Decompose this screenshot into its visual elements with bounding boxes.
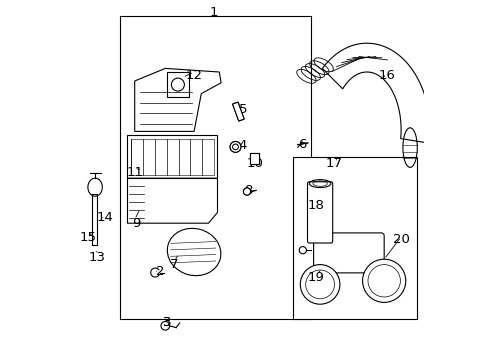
Bar	[120, 16, 310, 319]
Circle shape	[243, 188, 250, 195]
Text: 14: 14	[96, 211, 113, 224]
Bar	[292, 157, 416, 319]
Bar	[167, 72, 188, 97]
Text: 12: 12	[185, 69, 202, 82]
Text: 4: 4	[238, 139, 246, 152]
Text: 3: 3	[163, 316, 171, 329]
Bar	[232, 102, 244, 121]
Text: 6: 6	[297, 138, 305, 150]
Circle shape	[230, 141, 241, 152]
Text: 15: 15	[79, 231, 96, 244]
Text: 5: 5	[238, 103, 246, 116]
FancyBboxPatch shape	[307, 182, 332, 243]
Text: 10: 10	[246, 157, 263, 170]
Bar	[232, 102, 244, 121]
Text: 2: 2	[155, 265, 164, 278]
Text: 17: 17	[325, 157, 342, 170]
Bar	[127, 135, 217, 178]
Circle shape	[300, 265, 339, 304]
Text: 13: 13	[88, 251, 105, 264]
Bar	[249, 153, 258, 164]
Text: 19: 19	[307, 271, 324, 284]
Text: 20: 20	[392, 233, 409, 246]
FancyBboxPatch shape	[313, 233, 384, 273]
Circle shape	[243, 188, 250, 195]
Circle shape	[230, 141, 241, 152]
Circle shape	[362, 259, 405, 302]
Text: 11: 11	[126, 166, 143, 179]
Circle shape	[299, 247, 306, 254]
Bar	[249, 153, 258, 164]
Circle shape	[171, 78, 184, 91]
Text: 18: 18	[307, 199, 324, 212]
Text: 9: 9	[132, 217, 141, 230]
Text: 7: 7	[170, 258, 178, 271]
Text: 16: 16	[378, 69, 394, 82]
Text: 8: 8	[244, 184, 252, 197]
Bar	[131, 139, 213, 175]
Text: 3: 3	[163, 316, 171, 329]
Text: 1: 1	[209, 6, 218, 19]
Circle shape	[161, 321, 169, 330]
